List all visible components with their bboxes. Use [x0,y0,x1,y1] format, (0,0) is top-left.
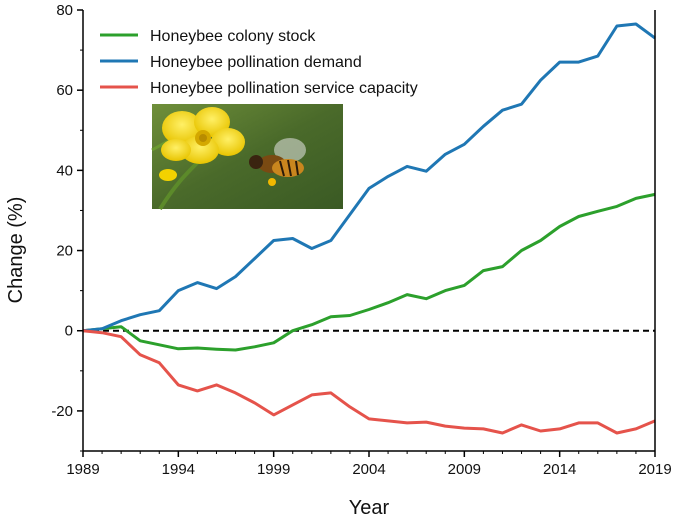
x-tick-label: 1989 [66,461,99,478]
x-axis-title: Year [349,497,390,519]
legend-label-pollination-demand: Honeybee pollination demand [150,54,362,71]
x-tick-label: 2004 [352,461,385,478]
plot-area: 1989 1994 1999 2004 2009 2014 2019 80 60 40 20 0 -20 [51,2,671,478]
legend: Honeybee colony stock Honeybee pollinati… [100,28,418,97]
y-tick-label: 80 [56,2,73,19]
x-tick-label: 1999 [257,461,290,478]
x-tick-label: 2019 [638,461,671,478]
series-line-2 [82,329,656,435]
x-tick-label: 2014 [543,461,576,478]
x-tick-label: 2009 [448,461,481,478]
y-tick-label: 60 [56,82,73,99]
y-tick-label: 20 [56,243,73,260]
legend-label-colony-stock: Honeybee colony stock [150,28,316,45]
legend-label-service-capacity: Honeybee pollination service capacity [150,80,418,97]
y-axis-title: Change (%) [5,197,27,304]
bee-flower-photo-icon [151,104,343,211]
y-tick-label: 40 [56,162,73,179]
y-tick-label: -20 [51,403,73,420]
series-line-0 [82,192,656,352]
x-tick-label: 1994 [162,461,195,478]
series-line-1 [82,22,656,333]
y-tick-label: 0 [65,323,73,340]
